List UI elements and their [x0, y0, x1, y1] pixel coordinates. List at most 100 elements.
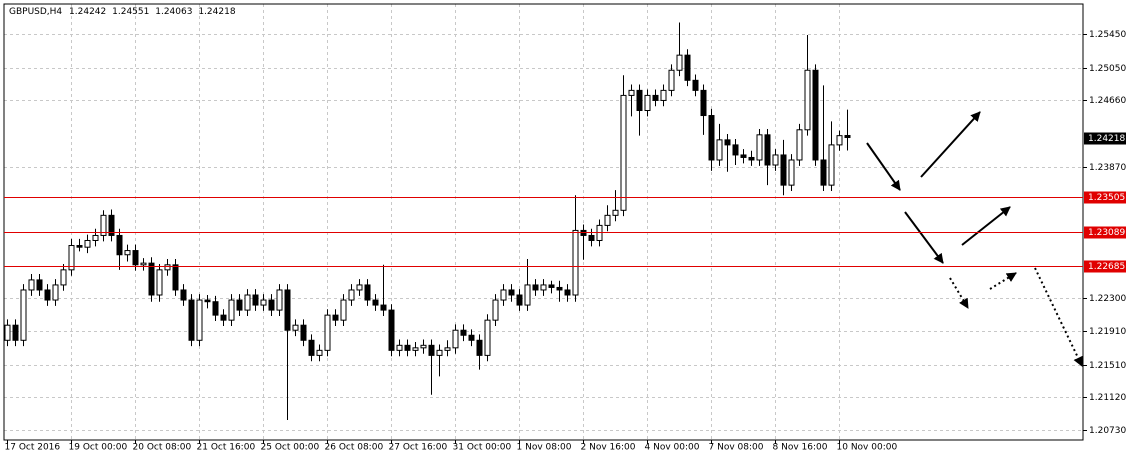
candle-body [260, 299, 267, 306]
header-open: 1.24242 [69, 7, 106, 17]
x-tick-label: 2 Nov 16:00 [581, 443, 636, 453]
candle-body [692, 79, 699, 91]
candle-body [676, 54, 683, 71]
price-label-box [1084, 132, 1126, 145]
candle-body [148, 262, 155, 296]
candle-body [332, 314, 339, 321]
y-tick-label: 1.23870 [1089, 163, 1126, 173]
candle-body [124, 250, 131, 256]
candle-body [164, 264, 171, 271]
candle-body [516, 294, 523, 306]
candle-body [548, 284, 555, 288]
candle-body [20, 289, 27, 341]
y-tick-label: 1.22300 [1089, 294, 1126, 304]
candle-body [796, 129, 803, 161]
x-tick-label: 26 Oct 08:00 [325, 443, 384, 453]
x-tick-label: 27 Oct 16:00 [389, 443, 448, 453]
candle-body [476, 339, 483, 356]
candle-body [564, 289, 571, 296]
candle-body [844, 134, 851, 139]
candle-body [292, 324, 299, 331]
candle-body [404, 344, 411, 351]
candle-body [268, 299, 275, 311]
y-tick-label: 1.21120 [1089, 393, 1126, 403]
candle-body [572, 229, 579, 296]
chart-title: GBPUSD,H4 [9, 7, 62, 17]
candle-body [700, 89, 707, 117]
candle-body [356, 284, 363, 291]
candle-body [556, 286, 563, 291]
candle-body [84, 239, 91, 248]
grid [4, 4, 1083, 440]
candle-body [140, 262, 147, 266]
candle-body [452, 329, 459, 349]
header-low: 1.24063 [155, 7, 192, 17]
x-tick-label: 4 Nov 00:00 [645, 443, 700, 453]
level-label-box [1084, 260, 1126, 273]
candle-body [588, 234, 595, 241]
x-tick-label: 31 Oct 00:00 [453, 443, 512, 453]
arrow [989, 272, 1017, 290]
candle-body [252, 294, 259, 306]
candle-body [68, 245, 75, 271]
y-tick-label: 1.25050 [1089, 64, 1126, 74]
arrow [904, 211, 944, 264]
candle-body [212, 301, 219, 316]
candle-body [716, 139, 723, 161]
candle-body [764, 134, 771, 166]
level-label: 1.23089 [1088, 228, 1125, 238]
candle-body [460, 329, 467, 336]
candle-body [484, 319, 491, 356]
candle-body [340, 299, 347, 321]
forecast-arrows [866, 111, 1083, 367]
level-label-box [1084, 191, 1126, 204]
x-tick-label: 19 Oct 00:00 [69, 443, 128, 453]
candle-body [636, 89, 643, 112]
candle-body [172, 264, 179, 291]
candle-body [740, 154, 747, 158]
candle-body [684, 54, 691, 81]
candle-body [276, 289, 283, 311]
arrow [1034, 267, 1083, 367]
candle-body [324, 314, 331, 351]
candle-body [244, 294, 251, 311]
candle-body [732, 144, 739, 156]
candle-body [524, 284, 531, 306]
level-label: 1.22685 [1088, 262, 1125, 272]
arrow [920, 111, 981, 178]
candles [4, 22, 851, 420]
candle-body [820, 159, 827, 186]
candle-body [804, 69, 811, 131]
price-label: 1.24218 [1088, 134, 1125, 144]
candle-body [316, 349, 323, 356]
candle-body [444, 347, 451, 351]
candle-body [644, 94, 651, 112]
candle-body [364, 284, 371, 301]
x-tick-label: 20 Oct 08:00 [133, 443, 192, 453]
candle-body [188, 299, 195, 341]
candle-body [508, 289, 515, 296]
candle-body [100, 214, 107, 236]
level-label: 1.23505 [1088, 193, 1125, 203]
candle-body [12, 324, 19, 341]
candle-body [52, 284, 59, 301]
y-tick-label: 1.25450 [1089, 30, 1126, 40]
candle-body [372, 299, 379, 306]
candle-body [708, 115, 715, 161]
arrow [949, 277, 969, 309]
candle-body [228, 299, 235, 321]
candle-body [756, 134, 763, 161]
arrow [866, 142, 901, 191]
candle-body [428, 344, 435, 356]
plot-frame [3, 3, 1084, 441]
candle-body [284, 289, 291, 331]
candle-body [300, 324, 307, 341]
x-tick-label: 21 Oct 16:00 [197, 443, 256, 453]
candle-body [44, 289, 51, 301]
header-close: 1.24218 [198, 7, 235, 17]
candle-body [604, 214, 611, 226]
candle-body [724, 139, 731, 146]
x-tick-label: 8 Nov 16:00 [773, 443, 828, 453]
candle-body [108, 214, 115, 236]
